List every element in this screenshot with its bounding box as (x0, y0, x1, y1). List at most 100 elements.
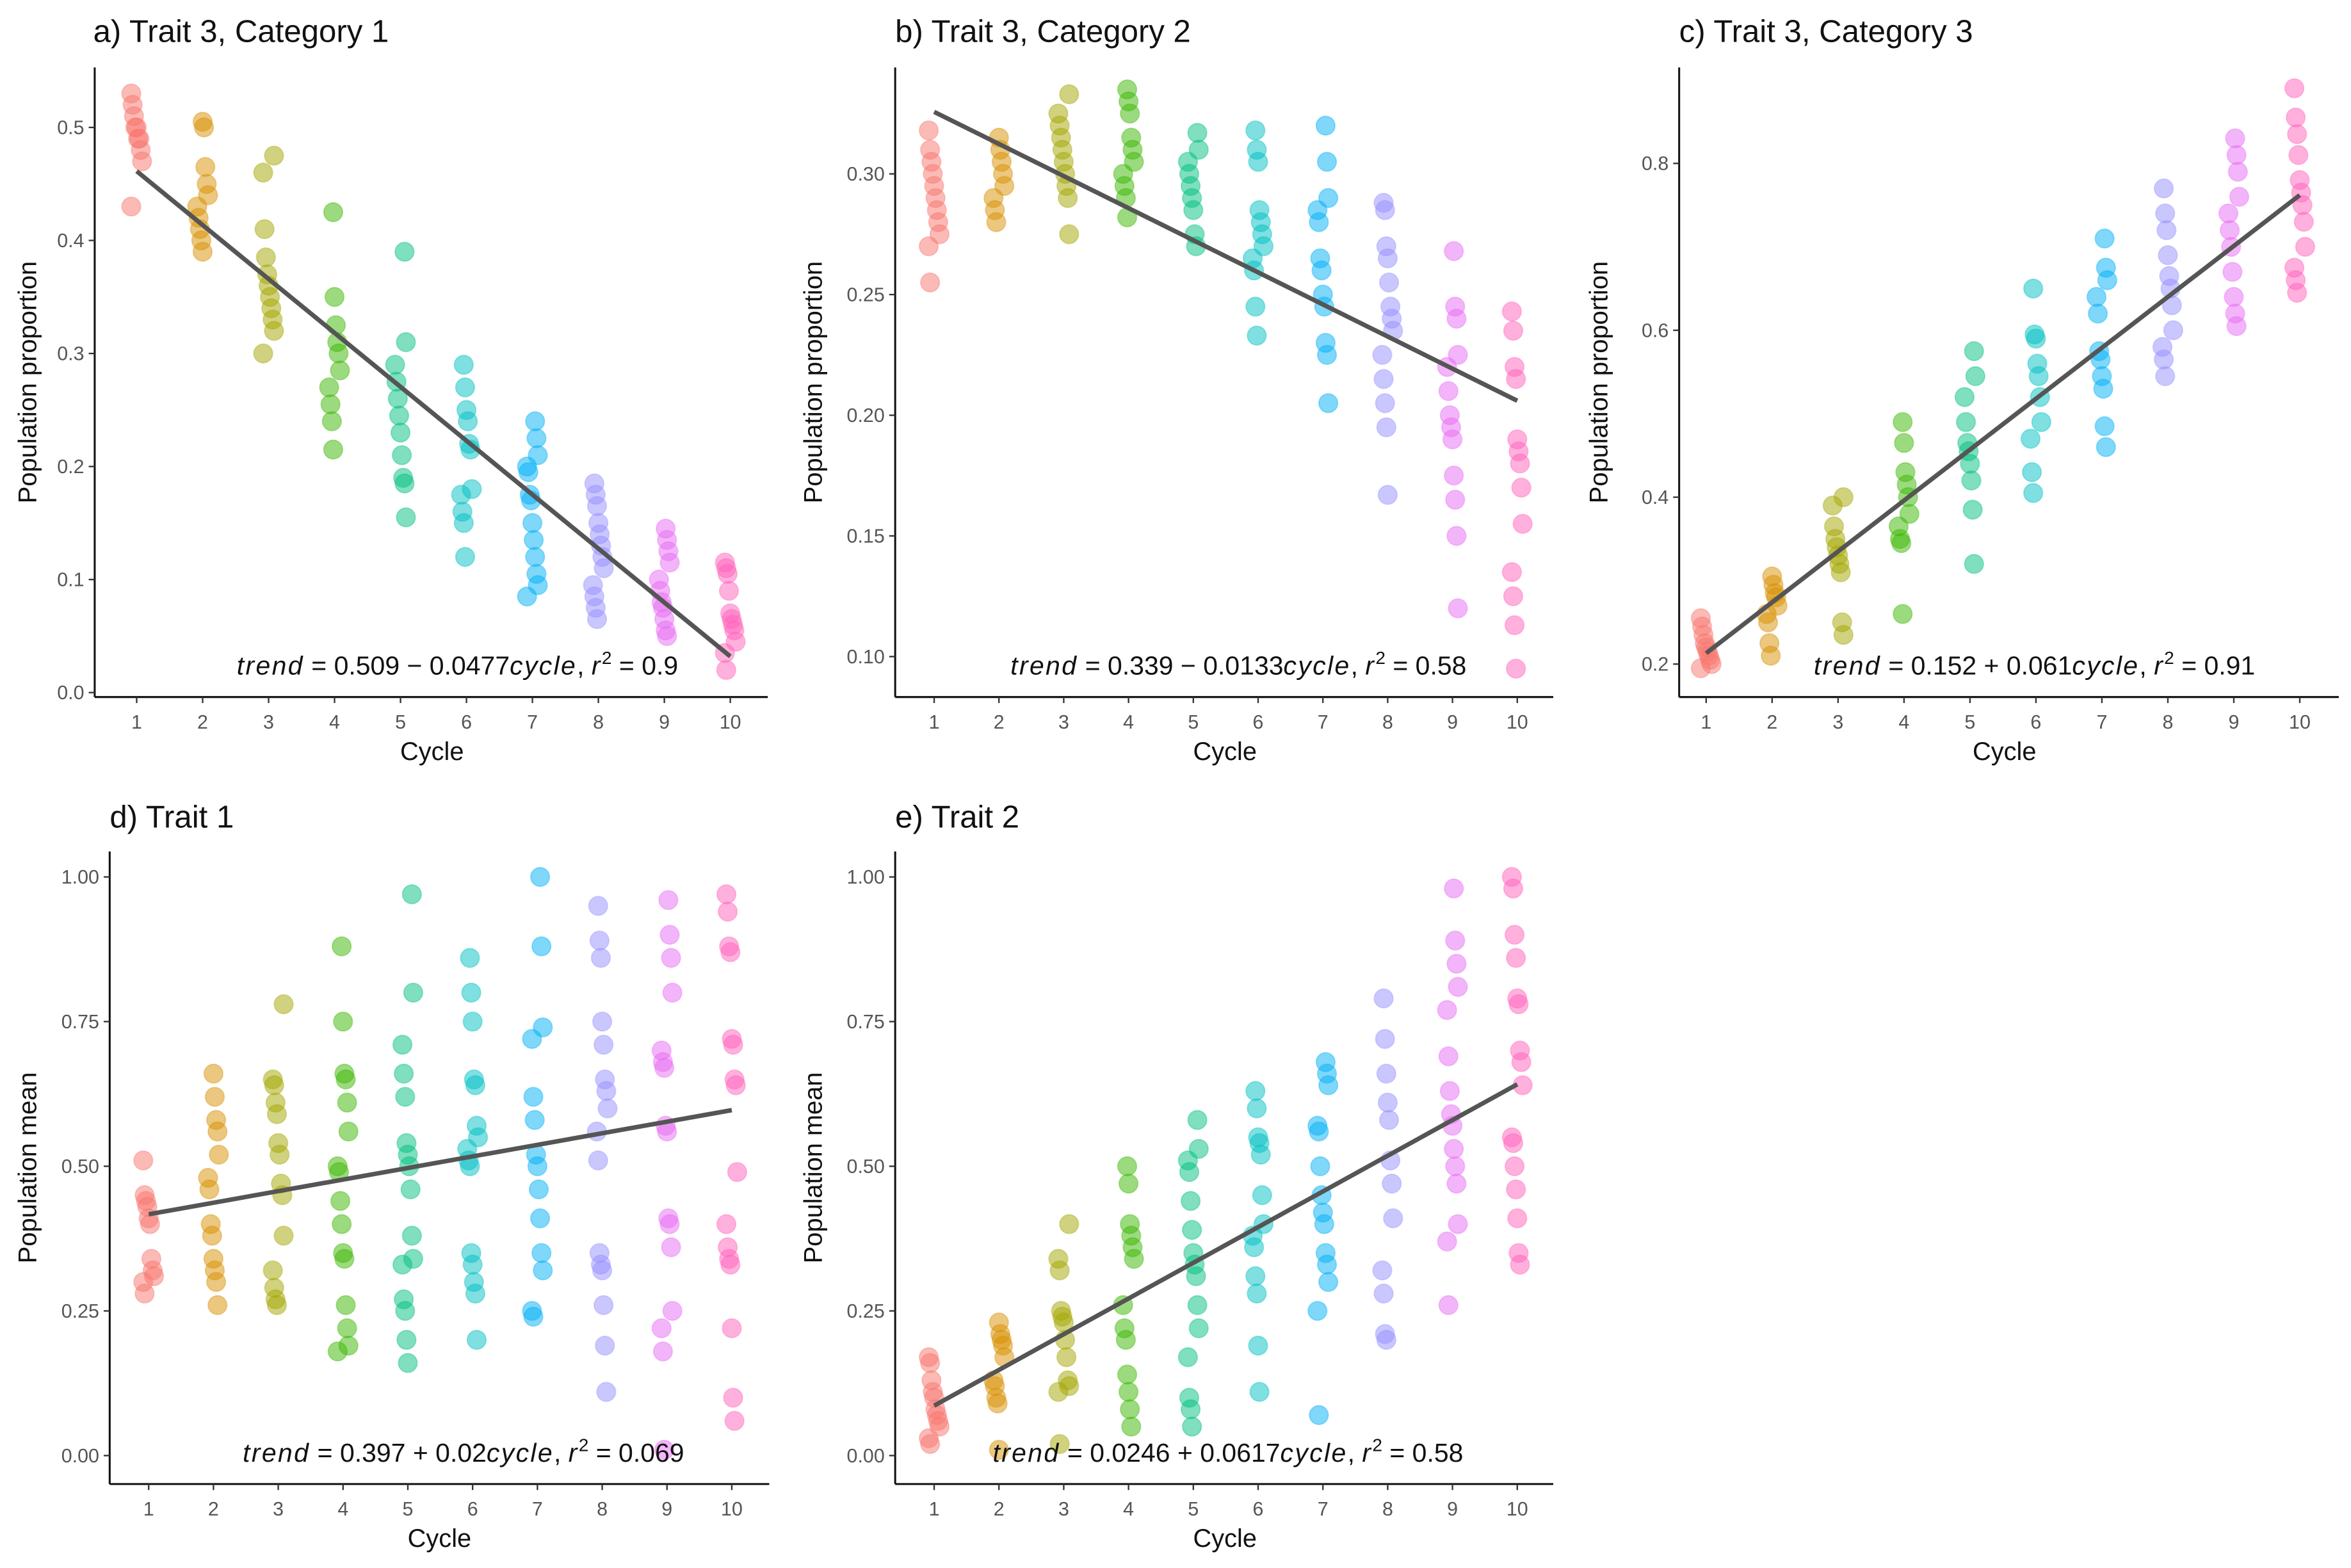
y-tick-label: 0.8 (1642, 153, 1668, 175)
y-tick-label: 0.25 (847, 284, 885, 306)
data-point-cycle-8 (592, 1260, 613, 1281)
data-point-cycle-10 (1503, 320, 1524, 341)
data-point-cycle-6 (2023, 279, 2044, 299)
annotation-sep: , (1351, 651, 1366, 681)
data-point-cycle-10 (2287, 124, 2307, 145)
data-point-cycle-5 (1180, 1399, 1201, 1419)
data-point-cycle-5 (1961, 470, 1982, 491)
data-point-cycle-5 (392, 1035, 413, 1055)
data-point-cycle-6 (466, 1329, 487, 1350)
data-point-cycle-8 (2155, 203, 2176, 224)
data-point-cycle-4 (323, 202, 344, 223)
data-point-cycle-5 (1964, 554, 1984, 574)
trend-line (1704, 193, 2302, 656)
data-point-cycle-4 (1894, 433, 1914, 453)
panel-a: a) Trait 3, Category 1 0.0 0.1 0.2 0.3 0.4 0.5… (14, 14, 768, 766)
x-tick-label: 7 (1318, 711, 1329, 733)
data-point-cycle-9 (658, 890, 679, 910)
data-point-cycle-10 (1506, 369, 1526, 389)
data-point-cycle-1 (929, 224, 950, 245)
data-point-cycle-7 (1318, 188, 1339, 208)
x-tick-label: 9 (661, 1498, 672, 1520)
data-point-cycle-5 (1188, 140, 1209, 160)
y-axis-label: Population mean (799, 1072, 827, 1264)
data-point-cycle-10 (722, 1318, 742, 1339)
data-point-cycle-2 (193, 117, 214, 138)
data-point-cycle-8 (588, 1150, 608, 1171)
data-point-cycle-9 (1448, 976, 1468, 998)
data-point-cycle-9 (1445, 489, 1466, 510)
x-tick-label: 3 (1058, 711, 1069, 733)
data-point-cycle-9 (652, 1341, 674, 1362)
data-point-cycle-4 (1893, 604, 1913, 624)
x-tick-label: 5 (403, 1498, 414, 1520)
data-point-cycle-7 (533, 1260, 553, 1281)
data-point-cycle-6 (462, 1254, 483, 1275)
x-tick-label: 5 (1188, 1498, 1199, 1520)
data-point-cycle-5 (1187, 1110, 1208, 1130)
data-point-cycle-7 (525, 411, 545, 432)
data-point-cycle-10 (1511, 1052, 1531, 1072)
data-point-cycle-8 (1375, 393, 1395, 414)
y-tick-label: 0.50 (61, 1156, 99, 1177)
y-tick-label: 0.4 (1642, 487, 1668, 508)
data-point-cycle-10 (720, 1254, 741, 1275)
data-point-cycle-3 (273, 994, 294, 1015)
data-point-cycle-8 (1377, 248, 1398, 269)
data-point-cycle-5 (400, 1179, 421, 1200)
x-tick-label: 8 (1382, 1498, 1393, 1520)
data-point-cycle-9 (661, 1237, 681, 1257)
data-point-cycle-10 (1504, 925, 1525, 945)
data-point-cycle-8 (594, 1035, 614, 1055)
y-tick-label: 0.15 (847, 526, 885, 547)
data-point-cycle-6 (461, 982, 481, 1003)
data-point-cycle-6 (1247, 325, 1267, 346)
data-point-cycle-4 (1120, 1399, 1140, 1419)
data-point-cycle-2 (204, 1087, 225, 1107)
trend-annotation: trend = 0.509 − 0.0477cycle, r2 = 0.9 (237, 648, 678, 680)
data-point-cycle-7 (2097, 270, 2118, 291)
annotation-r: r (1365, 651, 1375, 681)
x-tick-label: 6 (1253, 1498, 1264, 1520)
data-point-cycle-8 (1372, 1260, 1393, 1281)
x-tick-label: 3 (263, 711, 274, 733)
data-point-cycle-5 (1964, 341, 1984, 362)
data-point-cycle-7 (529, 866, 551, 887)
data-point-cycle-8 (1375, 1029, 1395, 1049)
data-point-cycle-7 (2094, 228, 2115, 249)
data-point-cycle-3 (266, 1104, 287, 1124)
data-point-cycle-2 (207, 1295, 228, 1316)
data-point-cycle-7 (524, 529, 544, 551)
data-point-cycle-7 (531, 1243, 552, 1263)
data-point-cycle-10 (1512, 513, 1533, 534)
data-point-cycle-3 (253, 343, 273, 364)
data-point-cycle-7 (2087, 303, 2108, 324)
x-tick-label: 7 (2096, 711, 2107, 733)
data-point-cycle-5 (1954, 387, 1975, 407)
x-tick-label: 3 (273, 1498, 284, 1520)
data-point-cycle-5 (391, 445, 412, 465)
data-point-cycle-3 (266, 1295, 287, 1316)
data-point-cycle-10 (2288, 145, 2309, 165)
y-tick-label: 0.75 (847, 1011, 885, 1033)
x-tick-label: 2 (994, 1498, 1005, 1520)
annotation-equation: = 0.152 + 0.061 (1881, 651, 2072, 681)
x-tick-label: 5 (395, 711, 406, 733)
data-point-cycle-6 (455, 377, 476, 398)
data-point-cycle-2 (1761, 645, 1781, 666)
data-point-cycle-4 (330, 360, 350, 381)
x-tick-label: 2 (1766, 711, 1777, 733)
x-tick-label: 10 (2289, 711, 2311, 733)
data-point-cycle-8 (1378, 1110, 1400, 1130)
annotation-lhs: trend (237, 651, 304, 681)
x-tick-label: 8 (2162, 711, 2173, 733)
data-point-cycle-9 (2227, 161, 2248, 182)
x-tick-label: 9 (2228, 711, 2239, 733)
data-point-cycle-10 (727, 1161, 748, 1183)
data-point-cycle-10 (720, 942, 741, 962)
data-point-cycle-3 (255, 247, 276, 268)
x-tick-label: 6 (2030, 711, 2041, 733)
data-point-cycle-7 (518, 462, 538, 483)
annotation-sup: 2 (1372, 1435, 1382, 1455)
